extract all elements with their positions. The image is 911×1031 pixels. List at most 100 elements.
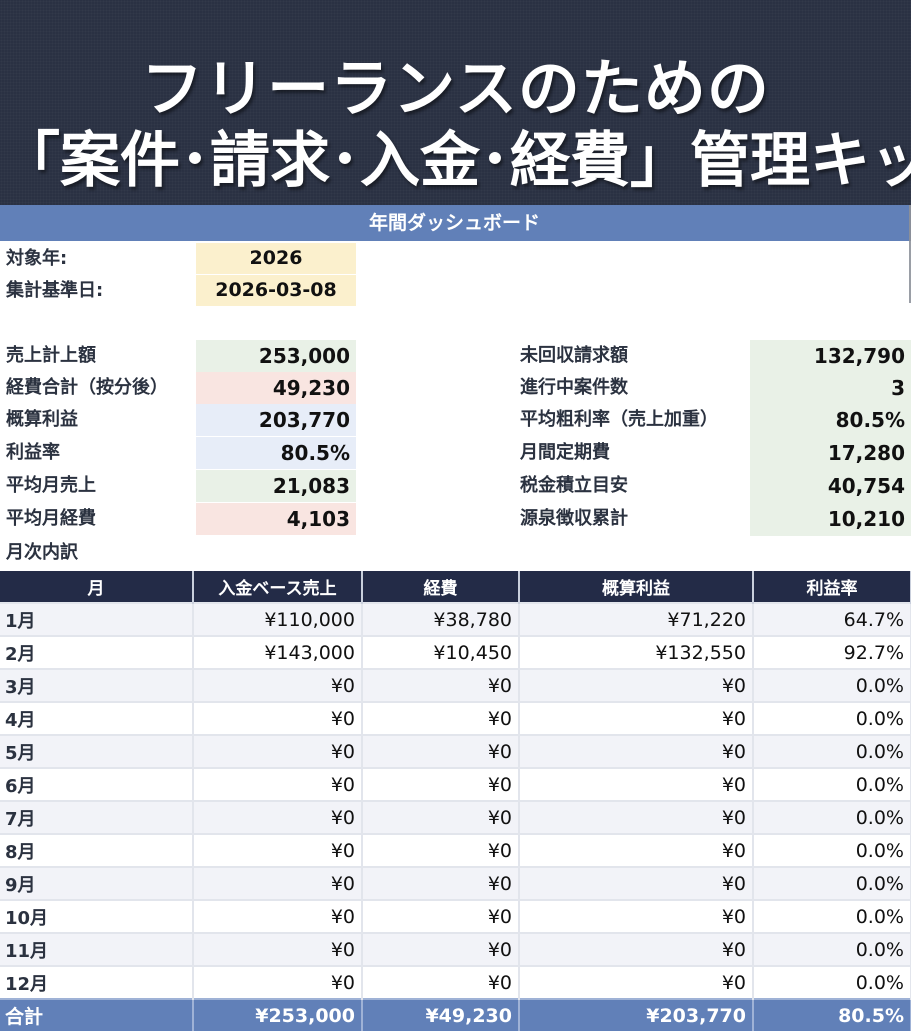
cell-month[interactable]: 8月: [0, 833, 194, 867]
kpi-value-avg-monthly-sales[interactable]: 21,083: [196, 470, 356, 502]
cell-profit-rate[interactable]: 0.0%: [753, 800, 911, 834]
cell-expenses[interactable]: ¥0: [362, 932, 520, 966]
table-row: 1月 ¥110,000 ¥38,780 ¥71,220 64.7%: [0, 602, 911, 636]
as-of-date-cell[interactable]: 2026-03-08: [196, 275, 356, 306]
cell-expenses[interactable]: ¥0: [362, 767, 520, 801]
cell-sales[interactable]: ¥110,000: [193, 602, 363, 636]
cell-profit[interactable]: ¥0: [519, 899, 754, 933]
kpi-value-tax-reserve[interactable]: 40,754: [827, 474, 905, 498]
kpi-value-unpaid-invoices[interactable]: 132,790: [813, 344, 905, 368]
kpi-value-expenses[interactable]: 49,230: [196, 372, 356, 404]
cell-sales[interactable]: ¥0: [193, 701, 363, 735]
cell-sales[interactable]: ¥0: [193, 800, 363, 834]
kpi-label-unpaid-invoices: 未回収請求額: [520, 345, 628, 366]
cell-month[interactable]: 12月: [0, 965, 194, 999]
cell-profit-rate[interactable]: 0.0%: [753, 668, 911, 702]
cell-month[interactable]: 7月: [0, 800, 194, 834]
cell-sales[interactable]: ¥0: [193, 899, 363, 933]
total-profit[interactable]: ¥203,770: [519, 998, 754, 1031]
cell-month[interactable]: 10月: [0, 899, 194, 933]
header-profit[interactable]: 概算利益: [519, 571, 754, 603]
table-row: 8月 ¥0 ¥0 ¥0 0.0%: [0, 833, 911, 867]
kpi-label-tax-reserve: 税金積立目安: [520, 475, 628, 496]
cell-month[interactable]: 11月: [0, 932, 194, 966]
cell-expenses[interactable]: ¥0: [362, 668, 520, 702]
cell-profit-rate[interactable]: 0.0%: [753, 833, 911, 867]
cell-profit-rate[interactable]: 0.0%: [753, 767, 911, 801]
kpi-value-profit[interactable]: 203,770: [196, 404, 356, 436]
cell-month[interactable]: 1月: [0, 602, 194, 636]
cell-profit[interactable]: ¥0: [519, 965, 754, 999]
cell-month[interactable]: 9月: [0, 866, 194, 900]
cell-sales[interactable]: ¥0: [193, 833, 363, 867]
kpi-value-avg-monthly-expenses[interactable]: 4,103: [196, 503, 356, 535]
cell-sales[interactable]: ¥143,000: [193, 635, 363, 669]
cell-expenses[interactable]: ¥0: [362, 866, 520, 900]
cell-month[interactable]: 5月: [0, 734, 194, 768]
cell-expenses[interactable]: ¥10,450: [362, 635, 520, 669]
cell-expenses[interactable]: ¥0: [362, 701, 520, 735]
table-row: 2月 ¥143,000 ¥10,450 ¥132,550 92.7%: [0, 635, 911, 669]
kpi-value-avg-gross-margin[interactable]: 80.5%: [835, 408, 905, 432]
table-row: 6月 ¥0 ¥0 ¥0 0.0%: [0, 767, 911, 801]
kpi-label-sales: 売上計上額: [6, 345, 96, 366]
cell-profit-rate[interactable]: 0.0%: [753, 899, 911, 933]
cell-profit-rate[interactable]: 0.0%: [753, 701, 911, 735]
cell-profit[interactable]: ¥0: [519, 833, 754, 867]
cell-profit[interactable]: ¥0: [519, 701, 754, 735]
cell-sales[interactable]: ¥0: [193, 668, 363, 702]
cell-expenses[interactable]: ¥38,780: [362, 602, 520, 636]
kpi-value-withholding-total[interactable]: 10,210: [827, 507, 905, 531]
cell-expenses[interactable]: ¥0: [362, 833, 520, 867]
header-month[interactable]: 月: [0, 571, 194, 603]
cell-expenses[interactable]: ¥0: [362, 734, 520, 768]
monthly-breakdown-label: 月次内訳: [6, 542, 78, 563]
cell-sales[interactable]: ¥0: [193, 734, 363, 768]
cell-profit-rate[interactable]: 0.0%: [753, 965, 911, 999]
cell-expenses[interactable]: ¥0: [362, 899, 520, 933]
cell-month[interactable]: 4月: [0, 701, 194, 735]
title-banner: フリーランスのための 「案件･請求･入金･経費」管理キット: [0, 0, 911, 205]
cell-profit[interactable]: ¥0: [519, 866, 754, 900]
cell-sales[interactable]: ¥0: [193, 932, 363, 966]
cell-profit[interactable]: ¥0: [519, 800, 754, 834]
cell-profit-rate[interactable]: 0.0%: [753, 866, 911, 900]
cell-profit-rate[interactable]: 0.0%: [753, 734, 911, 768]
total-profit-rate[interactable]: 80.5%: [753, 998, 911, 1031]
header-expenses[interactable]: 経費: [362, 571, 520, 603]
cell-profit-rate[interactable]: 64.7%: [753, 602, 911, 636]
cell-profit[interactable]: ¥0: [519, 767, 754, 801]
cell-profit-rate[interactable]: 92.7%: [753, 635, 911, 669]
cell-expenses[interactable]: ¥0: [362, 800, 520, 834]
cell-sales[interactable]: ¥0: [193, 866, 363, 900]
cell-sales[interactable]: ¥0: [193, 767, 363, 801]
cell-profit[interactable]: ¥0: [519, 734, 754, 768]
kpi-value-profit-rate[interactable]: 80.5%: [196, 437, 356, 469]
cell-profit-rate[interactable]: 0.0%: [753, 932, 911, 966]
table-row: 3月 ¥0 ¥0 ¥0 0.0%: [0, 668, 911, 702]
as-of-date-label: 集計基準日:: [6, 280, 104, 301]
banner-title-line2: 「案件･請求･入金･経費」管理キット: [0, 126, 911, 196]
sheet-right-border: [909, 241, 911, 303]
total-expenses[interactable]: ¥49,230: [362, 998, 520, 1031]
table-row: 7月 ¥0 ¥0 ¥0 0.0%: [0, 800, 911, 834]
cell-profit[interactable]: ¥132,550: [519, 635, 754, 669]
cell-profit[interactable]: ¥71,220: [519, 602, 754, 636]
cell-profit[interactable]: ¥0: [519, 932, 754, 966]
header-sales[interactable]: 入金ベース売上: [193, 571, 363, 603]
total-label[interactable]: 合計: [0, 998, 194, 1031]
cell-profit[interactable]: ¥0: [519, 668, 754, 702]
header-profit-rate[interactable]: 利益率: [753, 571, 911, 603]
target-year-cell[interactable]: 2026: [196, 243, 356, 274]
cell-month[interactable]: 3月: [0, 668, 194, 702]
cell-expenses[interactable]: ¥0: [362, 965, 520, 999]
kpi-value-sales[interactable]: 253,000: [196, 340, 356, 372]
kpi-value-active-projects[interactable]: 3: [891, 376, 905, 400]
cell-month[interactable]: 2月: [0, 635, 194, 669]
table-row: 10月 ¥0 ¥0 ¥0 0.0%: [0, 899, 911, 933]
cell-month[interactable]: 6月: [0, 767, 194, 801]
kpi-value-monthly-fixed-costs[interactable]: 17,280: [827, 441, 905, 465]
cell-sales[interactable]: ¥0: [193, 965, 363, 999]
total-sales[interactable]: ¥253,000: [193, 998, 363, 1031]
table-row: 9月 ¥0 ¥0 ¥0 0.0%: [0, 866, 911, 900]
